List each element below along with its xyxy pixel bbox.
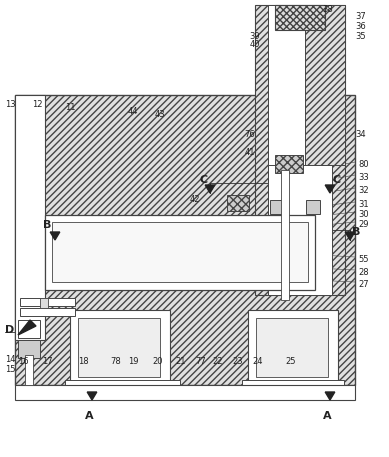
- Bar: [25, 355, 33, 385]
- Bar: [268, 5, 332, 295]
- Text: 11: 11: [65, 103, 75, 112]
- Text: 76: 76: [244, 130, 255, 139]
- Text: 22: 22: [212, 357, 223, 366]
- Text: 55: 55: [358, 255, 368, 264]
- Text: 77: 77: [195, 357, 206, 366]
- Polygon shape: [325, 185, 335, 193]
- Text: 20: 20: [152, 357, 163, 366]
- Text: 12: 12: [32, 100, 42, 109]
- Bar: [255, 5, 345, 295]
- Polygon shape: [87, 392, 97, 400]
- Text: A: A: [85, 411, 93, 421]
- Bar: [275, 5, 325, 30]
- Bar: [242, 380, 344, 392]
- Text: 34: 34: [355, 130, 366, 139]
- Bar: [52, 222, 308, 282]
- Bar: [15, 95, 45, 340]
- Polygon shape: [50, 232, 60, 240]
- Text: B: B: [43, 220, 51, 230]
- Text: 39: 39: [249, 32, 260, 41]
- Bar: [227, 195, 249, 211]
- Text: 44: 44: [128, 107, 138, 116]
- Text: 30: 30: [358, 210, 369, 219]
- Bar: [40, 298, 48, 308]
- Bar: [275, 155, 303, 173]
- Bar: [70, 310, 170, 385]
- Bar: [78, 318, 160, 377]
- Bar: [270, 200, 284, 214]
- Bar: [305, 5, 345, 165]
- Polygon shape: [345, 232, 355, 240]
- Bar: [15, 95, 355, 385]
- Bar: [20, 298, 75, 306]
- Text: 33: 33: [358, 173, 369, 182]
- Text: 23: 23: [232, 357, 243, 366]
- Text: D: D: [5, 325, 14, 335]
- Text: A: A: [323, 411, 331, 421]
- Bar: [268, 165, 332, 295]
- Text: 41: 41: [245, 148, 255, 157]
- Polygon shape: [18, 320, 36, 335]
- Bar: [18, 340, 40, 358]
- Text: 78: 78: [110, 357, 121, 366]
- Bar: [15, 385, 355, 400]
- Text: C: C: [333, 175, 341, 185]
- Polygon shape: [205, 185, 215, 193]
- Text: 21: 21: [175, 357, 186, 366]
- Text: 35: 35: [355, 32, 366, 41]
- Text: 40: 40: [249, 40, 260, 49]
- Text: 43: 43: [155, 110, 166, 119]
- Text: 27: 27: [358, 280, 369, 289]
- Text: 31: 31: [358, 200, 369, 209]
- Text: 19: 19: [128, 357, 138, 366]
- Text: 17: 17: [42, 357, 53, 366]
- Text: C: C: [200, 175, 208, 185]
- Bar: [18, 320, 40, 338]
- Text: 25: 25: [285, 357, 296, 366]
- Text: 36: 36: [355, 22, 366, 31]
- Text: 32: 32: [358, 186, 369, 195]
- Text: 28: 28: [358, 268, 369, 277]
- Text: 38: 38: [322, 5, 333, 14]
- Text: 16: 16: [18, 357, 29, 366]
- Text: 37: 37: [355, 12, 366, 21]
- Bar: [256, 318, 328, 377]
- Text: 18: 18: [78, 357, 89, 366]
- Bar: [65, 380, 180, 392]
- Text: 42: 42: [189, 195, 200, 204]
- Text: 15: 15: [5, 365, 16, 374]
- Bar: [45, 215, 315, 290]
- Polygon shape: [325, 392, 335, 400]
- Bar: [248, 310, 338, 385]
- Text: B: B: [352, 227, 360, 237]
- Text: 13: 13: [5, 100, 16, 109]
- Bar: [281, 170, 289, 300]
- Bar: [20, 308, 75, 316]
- Text: 80: 80: [358, 160, 369, 169]
- Text: 14: 14: [5, 355, 16, 364]
- Text: 24: 24: [252, 357, 263, 366]
- Text: 29: 29: [358, 220, 368, 229]
- Bar: [306, 200, 320, 214]
